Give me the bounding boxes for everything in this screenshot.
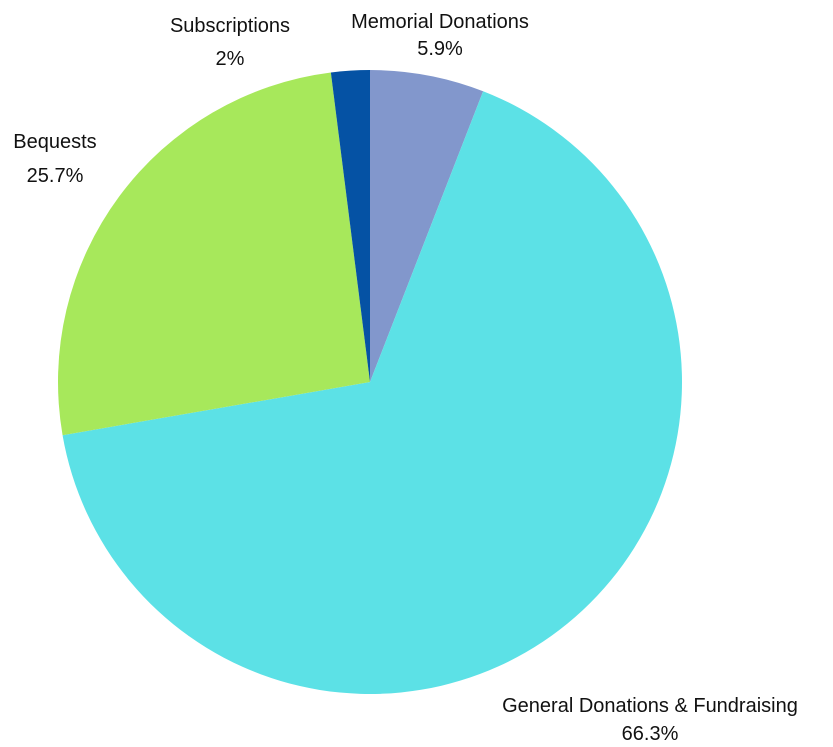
slice-label-general-donations-fundraising: General Donations & Fundraising <box>502 695 798 717</box>
slice-value-subscriptions: 2% <box>216 48 245 70</box>
slice-value-general-donations-fundraising: 66.3% <box>622 723 679 745</box>
slice-bequests <box>58 72 370 436</box>
pie-slices <box>58 70 682 695</box>
slice-general-donations-fundraising <box>62 91 682 695</box>
pie-labels: Memorial Donations 5.9% General Donations … <box>13 11 798 745</box>
slice-memorial-donations <box>370 70 484 382</box>
slice-value-bequests: 25.7% <box>27 165 84 187</box>
slice-value-memorial-donations: 5.9% <box>417 38 463 60</box>
slice-label-memorial-donations: Memorial Donations <box>351 11 529 33</box>
slice-subscriptions <box>330 70 370 382</box>
slice-label-bequests: Bequests <box>13 131 96 153</box>
slice-label-subscriptions: Subscriptions <box>170 15 290 37</box>
